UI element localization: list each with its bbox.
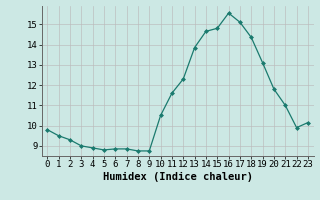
- X-axis label: Humidex (Indice chaleur): Humidex (Indice chaleur): [103, 172, 252, 182]
